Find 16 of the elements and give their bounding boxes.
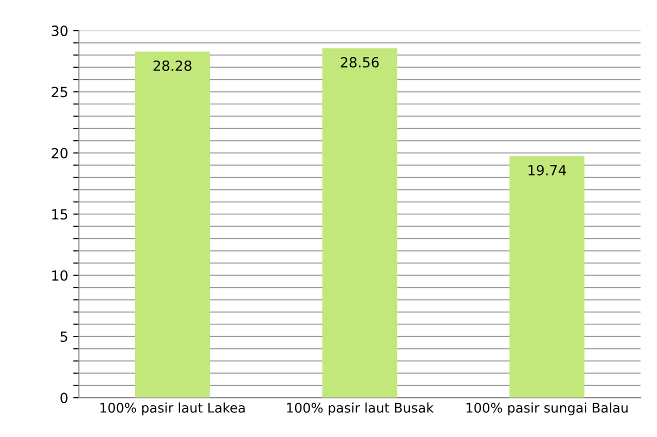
y-tick-label: 0	[60, 392, 68, 404]
x-tick-label: 100% pasir laut Lakea	[100, 402, 245, 416]
y-tick-label: 25	[52, 86, 68, 98]
y-tick-label: 20	[52, 148, 68, 158]
bar	[135, 52, 210, 398]
y-tick-label: 30	[52, 26, 68, 36]
data-label: 28.28	[154, 60, 192, 71]
bar	[322, 48, 398, 398]
bar	[510, 156, 584, 398]
y-tick-label: 15	[52, 209, 68, 220]
data-label: 28.56	[340, 57, 379, 68]
y-tick-label: 5	[60, 332, 68, 342]
x-tick-label: 100% pasir laut Busak	[287, 402, 434, 416]
y-tick-label: 10	[52, 270, 68, 281]
data-label: 19.74	[528, 164, 566, 176]
x-tick-label: 100% pasir sungai Balau	[466, 402, 628, 416]
